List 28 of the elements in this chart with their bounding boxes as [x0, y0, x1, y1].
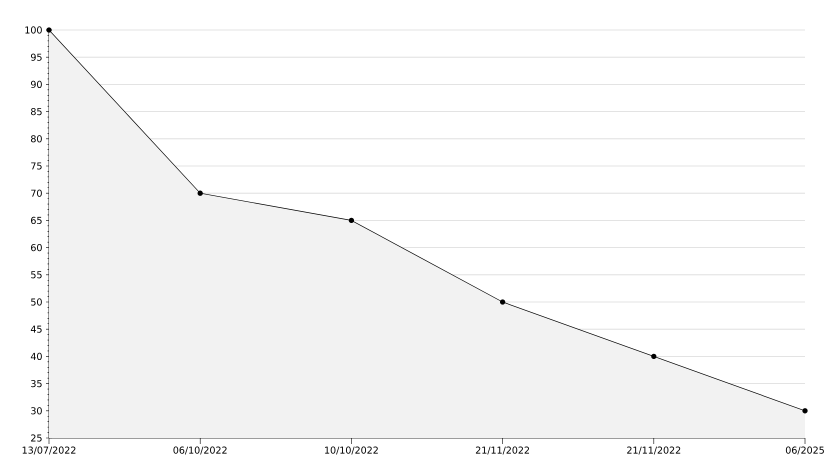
x-tick-label: 21/11/2022 — [627, 446, 680, 454]
x-tick-label: 13/07/2022 — [22, 446, 76, 454]
y-tick-label: 80 — [31, 135, 42, 142]
point — [198, 190, 203, 196]
y-tick-label: 65 — [31, 216, 42, 224]
x-tick-label: 06/10/2022 — [173, 446, 227, 454]
y-tick-label: 30 — [31, 407, 42, 414]
y-tick-label: 95 — [30, 54, 42, 61]
x-tick-label: 10/10/2022 — [325, 446, 378, 454]
y-tick-label: 60 — [31, 244, 42, 252]
point — [651, 354, 656, 360]
y-tick-label: 85 — [31, 108, 42, 116]
point — [500, 299, 506, 305]
x-tick-label: 06/2025 — [786, 446, 824, 454]
y-tick-label: 40 — [30, 352, 42, 360]
y-tick-label: 75 — [31, 162, 42, 170]
x-tick-label: 21/11/2022 — [476, 446, 530, 454]
point — [348, 218, 354, 224]
y-tick-label: 55 — [31, 271, 42, 278]
point — [46, 27, 52, 33]
y-tick-label: 25 — [31, 434, 42, 442]
y-tick-label: 100 — [25, 26, 42, 34]
y-tick-label: 90 — [30, 80, 42, 88]
y-tick-label: 45 — [30, 326, 42, 333]
y-tick-label: 50 — [31, 298, 42, 306]
point — [802, 408, 808, 414]
y-tick-label: 35 — [31, 380, 42, 388]
y-tick-label: 70 — [31, 190, 42, 197]
